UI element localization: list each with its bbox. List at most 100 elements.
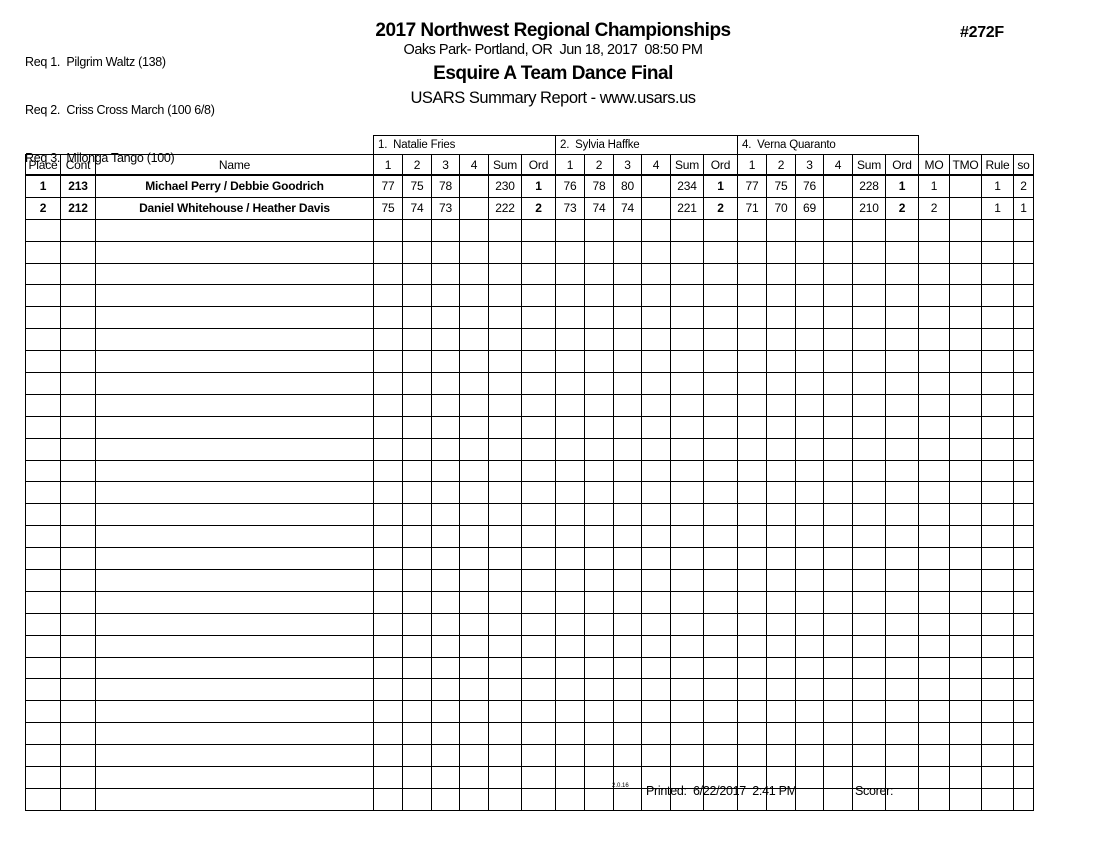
cont-cell — [60, 569, 96, 592]
ord-cell — [885, 700, 919, 724]
score-cell — [584, 744, 614, 768]
ord-cell — [885, 372, 919, 395]
ord-cell — [703, 722, 738, 746]
so-cell — [1013, 766, 1034, 789]
score-cell — [584, 700, 614, 724]
score-cell — [555, 459, 585, 483]
score-cell — [766, 306, 796, 330]
score-cell — [641, 218, 671, 242]
mo-cell — [918, 328, 950, 352]
score-cell — [555, 262, 585, 286]
score-cell — [555, 590, 585, 614]
score-cell — [795, 262, 824, 286]
score-cell — [584, 437, 614, 461]
score-cell: 73 — [555, 196, 585, 220]
score-cell — [823, 306, 853, 330]
ord-cell — [885, 590, 919, 614]
place-cell — [25, 700, 61, 724]
score-cell — [823, 240, 853, 264]
ord-cell — [885, 393, 919, 417]
table-row: 1 213 Michael Perry / Debbie Goodrich 77 75 7… — [25, 174, 1034, 198]
ord-cell — [521, 700, 556, 724]
score-cell — [402, 744, 432, 768]
score-cell — [641, 503, 671, 527]
score-cell — [373, 656, 403, 680]
ord-cell — [703, 744, 738, 768]
rule-cell — [981, 787, 1014, 811]
rule-cell — [981, 481, 1014, 505]
ord-cell — [521, 306, 556, 330]
ord-header: Ord — [703, 154, 738, 176]
sum-cell — [488, 678, 522, 702]
ord-cell — [885, 744, 919, 768]
name-cell — [95, 328, 374, 352]
tmo-cell — [949, 744, 982, 768]
score-cell — [766, 590, 796, 614]
score-cell — [555, 656, 585, 680]
name-cell — [95, 415, 374, 439]
tmo-cell — [949, 218, 982, 242]
score-cell — [737, 306, 767, 330]
ord-cell — [885, 634, 919, 658]
score-cell — [795, 744, 824, 768]
mo-cell — [918, 437, 950, 461]
score-cell — [737, 328, 767, 352]
venue-date-line: Oaks Park- Portland, OR Jun 18, 2017 08:… — [403, 42, 703, 58]
scorer-label: Scorer: — [855, 784, 894, 798]
rule-cell — [981, 284, 1014, 308]
tmo-cell — [949, 284, 982, 308]
sum-cell — [670, 415, 704, 439]
mo-cell — [918, 393, 950, 417]
ord-cell: 2 — [885, 196, 919, 220]
name-cell — [95, 481, 374, 505]
score-cell — [402, 481, 432, 505]
tmo-cell — [949, 174, 982, 198]
ord-cell — [521, 722, 556, 746]
score-cell — [823, 766, 853, 789]
name-cell — [95, 547, 374, 571]
score-cell — [402, 612, 432, 636]
ord-cell — [885, 415, 919, 439]
cont-cell — [60, 284, 96, 308]
score-cell — [823, 393, 853, 417]
ord-cell — [521, 612, 556, 636]
sum-cell — [852, 459, 886, 483]
score-cell — [795, 284, 824, 308]
ord-cell — [703, 262, 738, 286]
score-cell — [823, 525, 853, 549]
score-cell — [766, 372, 796, 395]
score-cell — [823, 722, 853, 746]
score-cell — [584, 569, 614, 592]
sum-cell — [852, 437, 886, 461]
place-cell — [25, 656, 61, 680]
sum-cell — [670, 284, 704, 308]
place-cell — [25, 240, 61, 264]
tmo-cell — [949, 525, 982, 549]
so-cell — [1013, 678, 1034, 702]
ord-cell: 1 — [885, 174, 919, 198]
table-row-empty — [25, 503, 1034, 527]
ord-cell — [521, 634, 556, 658]
cont-cell — [60, 350, 96, 374]
score-cell — [795, 328, 824, 352]
score-cell — [766, 415, 796, 439]
ord-cell — [703, 525, 738, 549]
score-cell — [555, 569, 585, 592]
ord-cell — [521, 590, 556, 614]
score-cell: 71 — [737, 196, 767, 220]
score-cell — [373, 393, 403, 417]
score-cell — [555, 787, 585, 811]
name-cell: Daniel Whitehouse / Heather Davis — [95, 196, 374, 220]
so-cell — [1013, 634, 1034, 658]
score-cell — [431, 547, 460, 571]
place-cell — [25, 372, 61, 395]
score-cell — [613, 678, 642, 702]
score-cell — [459, 569, 489, 592]
sum-cell — [852, 372, 886, 395]
cont-cell — [60, 744, 96, 768]
table-row-empty — [25, 722, 1034, 746]
ord-cell — [703, 678, 738, 702]
report-title: USARS Summary Report - www.usars.us — [410, 89, 696, 107]
score-cell — [795, 569, 824, 592]
cont-cell: 213 — [60, 174, 96, 198]
